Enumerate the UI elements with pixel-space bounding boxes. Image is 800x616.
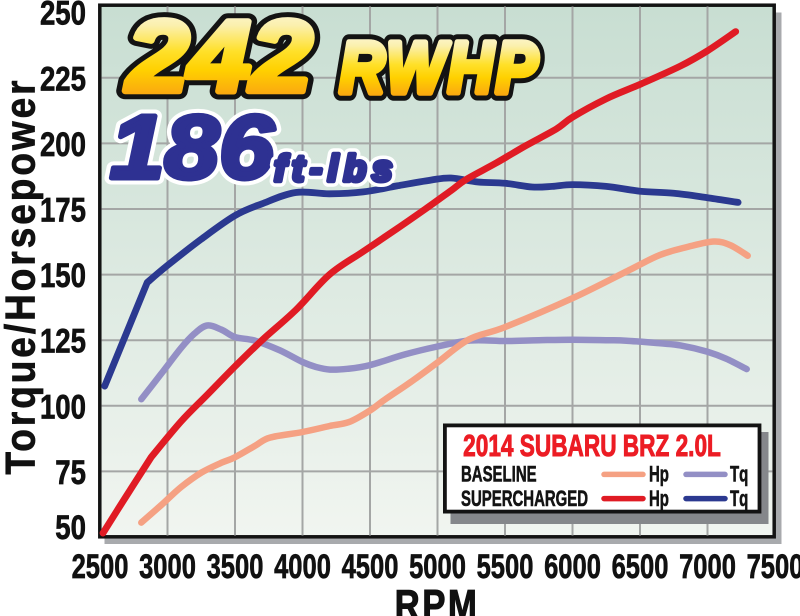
svg-text:7000: 7000 <box>679 548 736 586</box>
svg-text:2500: 2500 <box>72 548 129 586</box>
svg-text:5000: 5000 <box>409 548 466 586</box>
svg-text:4000: 4000 <box>274 548 331 586</box>
svg-text:6000: 6000 <box>544 548 601 586</box>
svg-text:SUPERCHARGED: SUPERCHARGED <box>461 486 588 511</box>
svg-text:BASELINE: BASELINE <box>461 462 537 487</box>
svg-text:ft-lbs: ft-lbs <box>274 148 398 189</box>
svg-text:Hp: Hp <box>649 462 669 487</box>
svg-text:150: 150 <box>40 256 86 295</box>
svg-text:2014 SUBARU BRZ 2.0L: 2014 SUBARU BRZ 2.0L <box>463 427 721 462</box>
svg-text:4500: 4500 <box>342 548 399 586</box>
svg-text:3000: 3000 <box>139 548 196 586</box>
svg-text:ft-lbs: ft-lbs <box>274 148 398 189</box>
svg-text:225: 225 <box>40 59 86 98</box>
svg-text:Hp: Hp <box>649 486 669 511</box>
svg-text:75: 75 <box>55 453 86 492</box>
svg-text:5500: 5500 <box>477 548 534 586</box>
svg-text:7500: 7500 <box>747 548 800 586</box>
svg-text:250: 250 <box>40 0 86 32</box>
svg-text:242: 242 <box>125 1 312 113</box>
svg-text:125: 125 <box>40 322 86 361</box>
svg-text:RPM: RPM <box>395 582 480 616</box>
svg-text:186: 186 <box>110 97 274 197</box>
svg-text:6500: 6500 <box>612 548 669 586</box>
svg-text:Torque/Horsepower: Torque/Horsepower <box>0 77 44 474</box>
svg-text:175: 175 <box>40 191 86 230</box>
svg-text:100: 100 <box>40 387 86 426</box>
svg-text:242: 242 <box>125 1 312 113</box>
svg-text:3500: 3500 <box>207 548 264 586</box>
svg-text:50: 50 <box>55 508 86 547</box>
svg-text:Tq: Tq <box>730 462 748 487</box>
svg-text:Tq: Tq <box>730 486 748 511</box>
svg-text:RWHP: RWHP <box>340 28 541 108</box>
svg-text:186: 186 <box>110 97 274 197</box>
svg-text:200: 200 <box>40 125 86 164</box>
svg-text:RWHP: RWHP <box>340 28 541 108</box>
